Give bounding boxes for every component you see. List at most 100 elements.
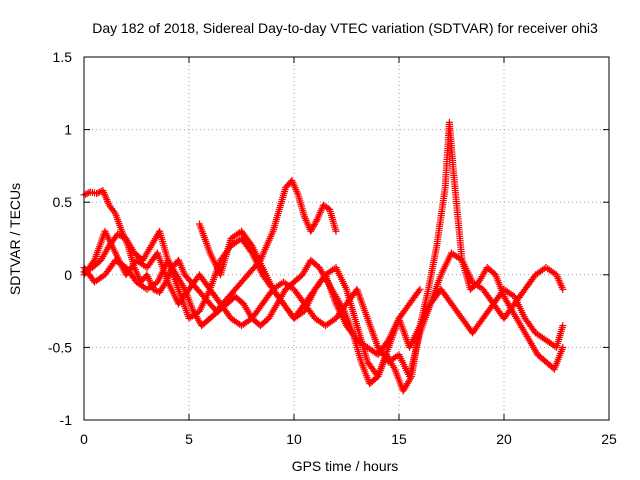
y-tick-label: 1 xyxy=(64,122,72,138)
data-point xyxy=(269,285,286,306)
data-point xyxy=(154,249,171,284)
data-point xyxy=(97,244,112,264)
data-point xyxy=(395,301,412,322)
data-point xyxy=(542,264,559,278)
data-point xyxy=(244,265,257,279)
data-point xyxy=(424,244,440,293)
data-point xyxy=(290,308,307,322)
data-point xyxy=(374,345,392,380)
data-point xyxy=(534,351,549,365)
data-point xyxy=(517,322,532,342)
data-point xyxy=(122,235,137,255)
data-point xyxy=(198,316,213,330)
data-point xyxy=(437,251,455,279)
data-point xyxy=(181,271,194,285)
data-point xyxy=(301,287,318,315)
data-point xyxy=(105,201,118,216)
data-point xyxy=(406,331,423,380)
data-point xyxy=(238,272,251,286)
chart-title: Day 182 of 2018, Sidereal Day-to-day VTE… xyxy=(92,20,598,36)
data-point xyxy=(101,227,119,255)
y-tick-label: 1.5 xyxy=(53,49,73,65)
data-point xyxy=(559,322,567,330)
x-tick-label: 25 xyxy=(601,431,617,447)
data-point xyxy=(112,249,129,277)
data-point xyxy=(86,188,98,197)
data-point xyxy=(175,256,188,277)
data-point xyxy=(307,256,322,270)
data-point xyxy=(259,264,276,291)
data-point xyxy=(542,336,559,350)
data-point xyxy=(532,329,548,343)
data-point xyxy=(172,271,188,292)
data-point xyxy=(553,324,566,351)
data-point xyxy=(256,316,271,330)
data-point xyxy=(238,316,254,330)
data-point xyxy=(458,256,476,284)
data-point xyxy=(406,287,423,308)
data-point xyxy=(193,285,206,299)
data-point xyxy=(185,308,202,322)
data-point xyxy=(130,249,145,263)
data-point xyxy=(437,285,454,306)
data-point xyxy=(139,244,154,264)
data-point xyxy=(433,186,449,250)
x-tick-labels: 0 5 10 15 20 25 xyxy=(80,431,617,447)
data-point xyxy=(231,280,244,293)
data-point xyxy=(269,207,283,235)
data-point xyxy=(448,249,464,263)
data-point xyxy=(357,358,373,386)
series-track-5 xyxy=(196,220,424,380)
data-point xyxy=(353,322,371,364)
x-tick-label: 10 xyxy=(286,431,302,447)
data-point xyxy=(156,280,169,296)
data-point xyxy=(550,345,566,373)
data-point xyxy=(559,285,567,293)
data-point xyxy=(164,256,182,291)
data-point xyxy=(332,227,340,235)
data-point xyxy=(288,176,301,197)
data-point xyxy=(483,264,498,278)
data-point xyxy=(290,285,307,306)
data-point xyxy=(469,316,486,337)
data-point xyxy=(553,271,566,292)
data-point xyxy=(326,205,339,233)
y-tick-label: 0 xyxy=(64,267,72,283)
data-point xyxy=(500,301,517,322)
data-point xyxy=(143,279,160,293)
x-tick-label: 5 xyxy=(185,431,193,447)
data-point xyxy=(149,285,162,295)
data-point xyxy=(248,301,265,322)
data-point xyxy=(500,285,517,299)
plot-frame xyxy=(83,56,610,421)
data-point xyxy=(238,235,255,255)
data-series xyxy=(80,118,567,395)
series-track-4 xyxy=(80,227,567,380)
data-point xyxy=(479,301,496,322)
y-tick-labels: -1 -0.5 0 0.5 1 1.5 xyxy=(48,49,72,428)
data-point xyxy=(217,237,234,279)
data-point xyxy=(248,242,266,270)
data-point xyxy=(275,186,289,213)
data-point xyxy=(322,316,338,330)
data-point xyxy=(416,302,434,337)
data-point xyxy=(511,293,528,320)
data-point xyxy=(521,314,538,335)
y-tick-label: -1 xyxy=(60,412,73,428)
data-point xyxy=(450,169,466,262)
data-point xyxy=(332,264,350,291)
data-point xyxy=(364,314,381,349)
x-tick-label: 0 xyxy=(80,431,88,447)
data-point xyxy=(353,285,371,320)
data-point xyxy=(206,285,223,306)
data-point xyxy=(385,352,401,366)
y-tick-label: -0.5 xyxy=(48,339,72,355)
data-point xyxy=(196,287,213,315)
data-point xyxy=(559,343,567,351)
data-point xyxy=(391,365,406,393)
data-point xyxy=(332,301,349,322)
data-point xyxy=(280,278,296,292)
data-point xyxy=(311,272,328,293)
data-point xyxy=(508,307,524,328)
